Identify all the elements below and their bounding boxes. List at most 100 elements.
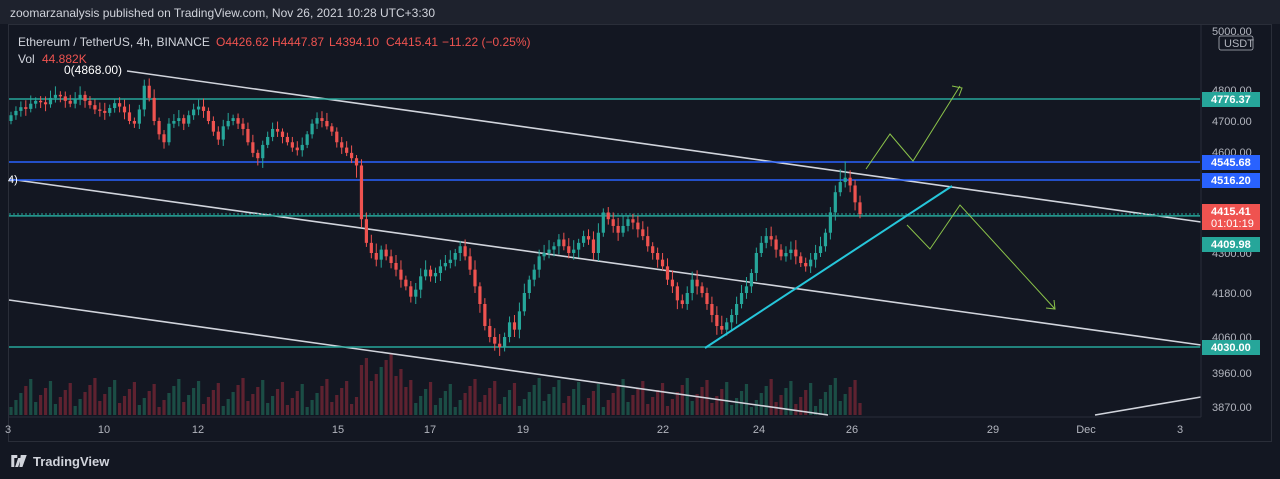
candle-body[interactable]: [813, 253, 818, 260]
candle-body[interactable]: [103, 110, 107, 113]
candle-body[interactable]: [419, 276, 423, 290]
candle-body[interactable]: [710, 304, 714, 315]
candle-body[interactable]: [389, 256, 393, 263]
candle-body[interactable]: [122, 106, 127, 113]
candle-body[interactable]: [621, 225, 625, 233]
candle-body[interactable]: [626, 219, 630, 226]
candle-body[interactable]: [24, 107, 28, 109]
candle-body[interactable]: [542, 253, 546, 257]
candle-body[interactable]: [715, 315, 719, 326]
candle-body[interactable]: [458, 246, 462, 253]
candle-body[interactable]: [828, 212, 832, 233]
candle-body[interactable]: [734, 304, 739, 315]
candle-body[interactable]: [581, 236, 586, 243]
candle-body[interactable]: [557, 239, 561, 247]
candle-body[interactable]: [290, 142, 294, 148]
candle-body[interactable]: [187, 115, 191, 124]
candle-body[interactable]: [631, 219, 635, 223]
candle-body[interactable]: [330, 126, 334, 132]
candle-body[interactable]: [843, 177, 847, 183]
candle-body[interactable]: [88, 100, 92, 106]
candle-body[interactable]: [310, 123, 314, 135]
candle-body[interactable]: [409, 286, 413, 297]
candle-body[interactable]: [275, 128, 280, 132]
candle-body[interactable]: [394, 263, 398, 270]
bearish-projection[interactable]: [906, 204, 1056, 310]
candle-body[interactable]: [374, 253, 378, 260]
candle-body[interactable]: [799, 256, 803, 263]
candle-body[interactable]: [562, 239, 566, 247]
candle-body[interactable]: [744, 286, 749, 293]
candle-body[interactable]: [206, 110, 211, 121]
candle-body[interactable]: [438, 266, 443, 273]
candle-body[interactable]: [660, 259, 665, 267]
candle-body[interactable]: [414, 289, 418, 297]
candle-body[interactable]: [9, 115, 13, 121]
candle-body[interactable]: [300, 144, 304, 151]
candle-body[interactable]: [221, 126, 225, 140]
candle-body[interactable]: [325, 121, 329, 127]
candle-body[interactable]: [369, 242, 373, 253]
candle-body[interactable]: [58, 94, 62, 97]
candle-body[interactable]: [261, 144, 265, 159]
candle-body[interactable]: [749, 273, 754, 287]
candle-body[interactable]: [359, 165, 364, 220]
candle-body[interactable]: [167, 123, 171, 143]
candle-body[interactable]: [665, 266, 670, 280]
candle-body[interactable]: [567, 246, 571, 253]
candle-body[interactable]: [251, 142, 255, 153]
candle-body[interactable]: [246, 128, 250, 143]
candle-body[interactable]: [641, 229, 645, 237]
candle-body[interactable]: [794, 249, 798, 257]
candle-body[interactable]: [320, 118, 324, 121]
candle-body[interactable]: [833, 192, 837, 213]
candle-body[interactable]: [315, 118, 319, 124]
candle-body[interactable]: [517, 311, 522, 330]
candle-body[interactable]: [779, 249, 783, 257]
candle-body[interactable]: [636, 222, 640, 230]
candle-body[interactable]: [823, 232, 828, 247]
candle-body[interactable]: [512, 322, 517, 330]
candle-body[interactable]: [305, 134, 309, 145]
candle-body[interactable]: [162, 134, 166, 143]
candle-body[interactable]: [231, 118, 235, 121]
candle-body[interactable]: [611, 219, 615, 226]
candle-body[interactable]: [241, 123, 245, 129]
candle-body[interactable]: [448, 259, 452, 263]
candle-body[interactable]: [127, 112, 132, 121]
candle-body[interactable]: [651, 246, 655, 253]
candle-body[interactable]: [685, 293, 689, 304]
candle-body[interactable]: [43, 102, 48, 105]
candle-body[interactable]: [586, 236, 591, 240]
currency-box[interactable]: [1218, 35, 1254, 51]
candle-body[interactable]: [340, 142, 344, 148]
candle-body[interactable]: [473, 269, 477, 287]
candle-body[interactable]: [680, 300, 684, 304]
level-price-tag[interactable]: [1202, 340, 1260, 355]
candle-body[interactable]: [216, 131, 220, 140]
candle-body[interactable]: [137, 109, 141, 124]
candle-body[interactable]: [739, 293, 744, 304]
candle-body[interactable]: [236, 118, 240, 124]
candle-body[interactable]: [700, 286, 704, 293]
price-chart[interactable]: 5000.004800.004700.004600.004300.004180.…: [0, 0, 1280, 442]
candle-body[interactable]: [478, 286, 482, 304]
candle-body[interactable]: [117, 103, 122, 107]
bullish-projection[interactable]: [865, 85, 961, 170]
candle-body[interactable]: [507, 322, 512, 337]
channel-line[interactable]: [126, 70, 1202, 223]
candle-body[interactable]: [493, 337, 497, 344]
candle-body[interactable]: [349, 152, 354, 159]
level-price-tag[interactable]: [1202, 237, 1260, 252]
candle-body[interactable]: [399, 269, 403, 280]
candle-body[interactable]: [572, 249, 576, 253]
candle-body[interactable]: [335, 131, 339, 143]
candle-body[interactable]: [853, 185, 857, 203]
candle-body[interactable]: [53, 94, 58, 98]
candle-body[interactable]: [547, 249, 551, 253]
candle-body[interactable]: [656, 253, 660, 260]
candle-body[interactable]: [463, 246, 467, 257]
candle-body[interactable]: [354, 158, 359, 166]
candle-body[interactable]: [759, 242, 763, 253]
candle-body[interactable]: [754, 253, 758, 273]
